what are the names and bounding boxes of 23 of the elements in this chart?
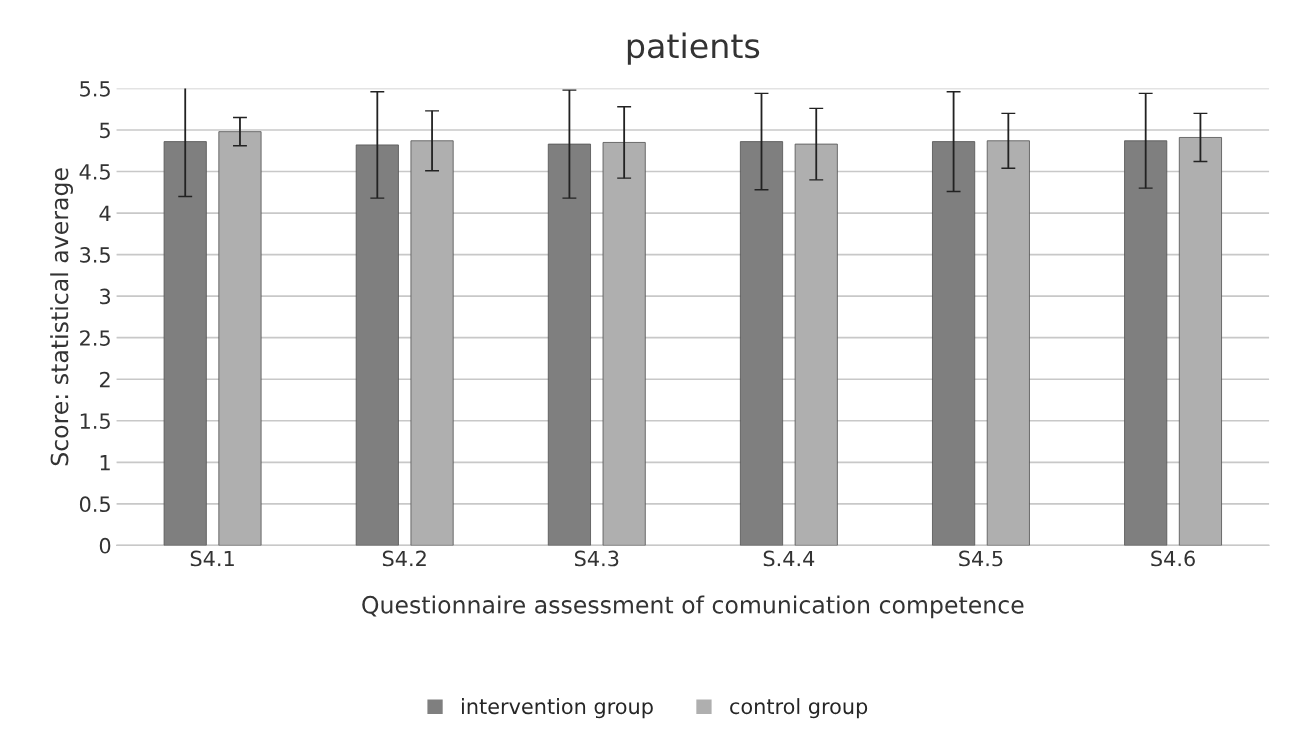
legend-label: control group: [730, 698, 868, 719]
y-tick-label: 4: [99, 205, 111, 221]
x-tick-label: S4.1: [190, 550, 234, 567]
y-tick-label: 5: [100, 122, 110, 139]
legend-label: intervention group: [462, 698, 653, 719]
y-tick-label: 5.5: [80, 81, 110, 97]
y-tick-label: 2.5: [80, 330, 110, 346]
x-tick-label: S.4.4: [763, 550, 815, 567]
y-tick-label: 3: [100, 288, 111, 305]
y-tick-label: 2: [99, 371, 110, 388]
y-tick-label: 1: [100, 455, 110, 471]
chart-title: patients: [627, 32, 760, 65]
y-tick-label: 0.5: [79, 496, 110, 513]
x-tick-label: S4.2: [382, 550, 426, 567]
x-tick-label: S4.6: [1151, 550, 1195, 567]
x-tick-label: S4.5: [959, 550, 1003, 567]
y-tick-label: 4.5: [79, 164, 110, 180]
y-tick-label: 1.5: [80, 413, 110, 429]
x-tick-label: S4.3: [574, 550, 619, 567]
y-tick-label: 0: [99, 537, 111, 554]
x-axis-title: Questionnaire assessment of comunication competence: [362, 595, 1024, 619]
y-axis-title: Score: statistical average: [50, 168, 73, 466]
y-tick-label: 3.5: [80, 247, 110, 263]
